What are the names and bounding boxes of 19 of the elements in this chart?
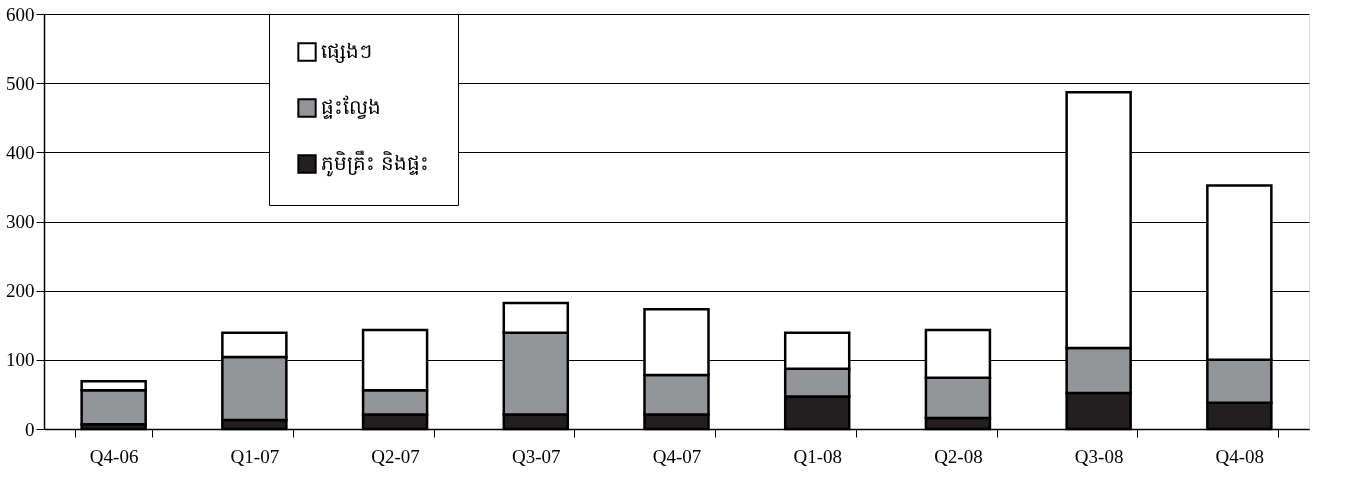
x-tick-label: Q1-07	[230, 445, 280, 467]
x-tick-label: Q2-08	[934, 445, 983, 467]
legend-label: ផ្សេងៗ	[321, 39, 372, 63]
y-tick-label: 300	[6, 211, 35, 232]
y-tick-label: 600	[6, 3, 35, 25]
x-tick-label: Q4-08	[1215, 445, 1265, 467]
x-tick-label: Q4-07	[652, 445, 702, 467]
legend-label: ភូមិគ្រឹះ និងផ្ទះ	[321, 150, 430, 177]
y-tick-label: 100	[6, 349, 35, 371]
x-tick-label: Q3-07	[512, 445, 561, 467]
x-tick-label: Q2-07	[371, 445, 420, 467]
x-tick-label: Q3-08	[1074, 445, 1124, 467]
x-tick-label: Q1-08	[793, 445, 842, 467]
y-tick-label: 400	[6, 141, 35, 163]
x-tick-label: Q4-06	[89, 445, 139, 467]
y-tick-label: 500	[6, 72, 35, 94]
y-tick-label: 0	[25, 418, 35, 440]
y-tick-label: 200	[6, 280, 35, 302]
legend-label: ផ្ទះល្វែង	[321, 95, 381, 119]
